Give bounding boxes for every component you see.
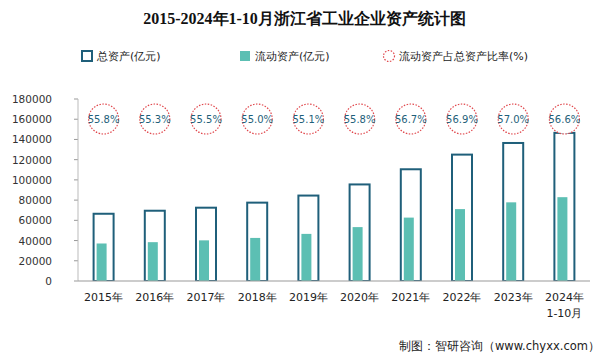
y-tick-label: 100000 <box>12 174 52 186</box>
data-label: 55.5% <box>190 114 222 125</box>
x-tick-label: 2022年 <box>443 291 482 304</box>
legend-item: 流动资产占总资产比率(%) <box>384 50 529 63</box>
y-axis <box>78 99 79 281</box>
data-label: 56.6% <box>549 114 581 125</box>
data-label: 55.3% <box>139 114 171 125</box>
data-label: 55.8% <box>344 114 376 125</box>
x-tick-label-line: 2021年 <box>391 291 430 304</box>
y-tick-label: 180000 <box>12 93 52 105</box>
legend-swatch <box>384 51 395 62</box>
y-tick <box>74 281 78 282</box>
bar <box>503 143 523 281</box>
bar <box>452 155 472 281</box>
x-tick-label-line: 2018年 <box>238 291 277 304</box>
y-tick <box>74 240 78 241</box>
bar <box>455 209 465 281</box>
x-tick-label-line: 2019年 <box>289 291 328 304</box>
x-tick-label: 2023年 <box>494 291 533 304</box>
y-tick <box>74 99 78 100</box>
bar <box>554 133 574 281</box>
y-tick <box>74 159 78 160</box>
bar <box>250 238 260 281</box>
bar <box>353 227 363 281</box>
x-tick-label-line: 2020年 <box>340 291 379 304</box>
x-tick-label-line: 2024年 <box>545 291 584 304</box>
ratio-marker <box>242 104 272 134</box>
ratio-marker <box>89 104 119 134</box>
ratio-marker <box>293 104 323 134</box>
plot-area <box>94 133 575 281</box>
y-tick-label: 20000 <box>19 255 52 267</box>
bar <box>298 196 318 281</box>
data-label: 55.1% <box>293 114 325 125</box>
x-tick-label: 2024年 1-10月 <box>545 291 584 320</box>
bar <box>401 169 421 281</box>
data-label: 56.9% <box>446 114 478 125</box>
bar <box>404 218 414 281</box>
ratio-marker <box>396 104 426 134</box>
x-tick-label-line: 2022年 <box>443 291 482 304</box>
x-tick-label: 2020年 <box>340 291 379 304</box>
x-tick-label-line: 2015年 <box>84 291 123 304</box>
ratio-marker <box>498 104 528 134</box>
x-tick-label-line: 2017年 <box>187 291 226 304</box>
y-tick <box>74 200 78 201</box>
bar <box>301 234 311 281</box>
ratio-marker <box>191 104 221 134</box>
legend-swatch <box>240 51 250 61</box>
legend-label: 流动资产占总资产比率(%) <box>399 50 528 63</box>
chart: 2015-2024年1-10月浙江省工业企业资产统计图总资产(亿元) 流动资产(亿… <box>0 0 609 359</box>
bar <box>97 243 107 281</box>
x-tick-label: 2016年 <box>135 291 174 304</box>
y-tick <box>74 179 78 180</box>
bar <box>145 211 165 281</box>
y-tick-label: 120000 <box>12 154 52 166</box>
x-tick-label: 2015年 <box>84 291 123 304</box>
bar <box>350 184 370 281</box>
y-tick <box>74 119 78 120</box>
legend-label: 流动资产(亿元) <box>255 50 330 63</box>
ratio-marker <box>447 104 477 134</box>
legend-swatch <box>82 51 92 61</box>
bar <box>148 242 158 281</box>
data-label: 55.0% <box>241 114 273 125</box>
legend-label: 总资产(亿元) <box>96 50 161 63</box>
source: 制图：智研咨询（www.chyxx.com） <box>399 339 600 353</box>
bar <box>196 208 216 281</box>
bar <box>506 202 516 281</box>
data-label: 57.0% <box>497 114 529 125</box>
y-tick-label: 80000 <box>19 194 52 206</box>
y-tick <box>74 260 78 261</box>
x-tick-label: 2021年 <box>391 291 430 304</box>
ratio-marker <box>345 104 375 134</box>
y-tick-label: 40000 <box>19 235 52 247</box>
bar <box>199 240 209 281</box>
x-tick-label: 2017年 <box>187 291 226 304</box>
x-tick-label: 2018年 <box>238 291 277 304</box>
data-label: 55.8% <box>88 114 120 125</box>
x-tick-label-line: 2016年 <box>135 291 174 304</box>
x-tick-label-line: 2023年 <box>494 291 533 304</box>
bar <box>557 197 567 281</box>
y-tick <box>74 139 78 140</box>
bar <box>247 203 267 281</box>
legend-item: 总资产(亿元) <box>82 50 161 63</box>
x-tick-label: 2019年 <box>289 291 328 304</box>
y-tick-label: 160000 <box>12 113 52 125</box>
x-tick-label-line: 1-10月 <box>546 307 582 320</box>
data-label: 56.7% <box>395 114 427 125</box>
y-tick <box>74 220 78 221</box>
bar <box>94 214 114 281</box>
labels: 55.8% 55.3% 55.5% 55.0% 55.1% 55.8% 56.7% 56.9%… <box>88 104 581 134</box>
y-tick-label: 0 <box>45 275 52 287</box>
y-tick-label: 60000 <box>19 214 52 226</box>
title: 2015-2024年1-10月浙江省工业企业资产统计图 <box>143 10 466 27</box>
ratio-marker <box>549 104 579 134</box>
y-tick-label: 140000 <box>12 133 52 145</box>
legend-item: 流动资产(亿元) <box>240 50 330 63</box>
x-axis <box>78 281 590 282</box>
ratio-marker <box>140 104 170 134</box>
